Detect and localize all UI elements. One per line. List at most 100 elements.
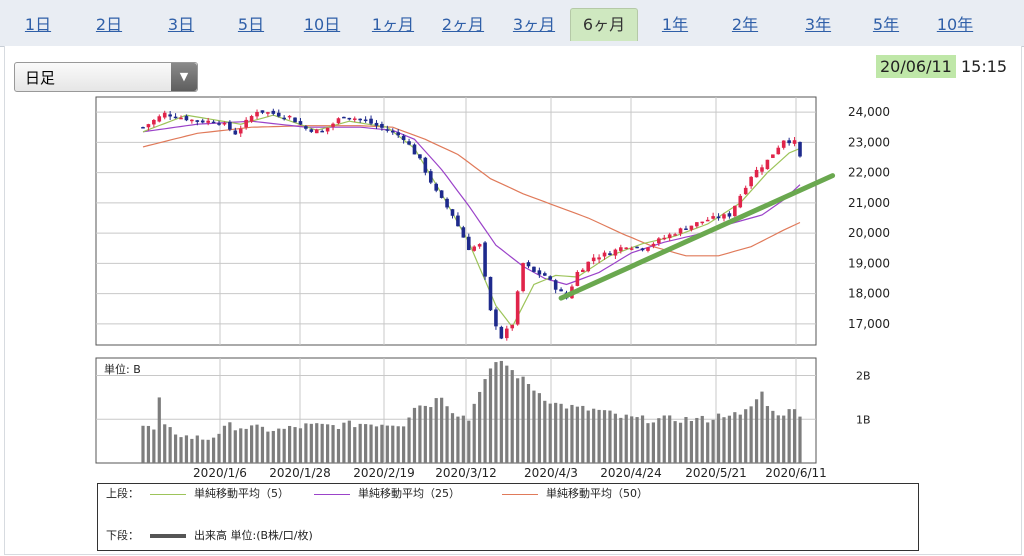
candle-body [157,116,162,122]
candle-body [450,209,455,216]
candle-body [412,144,417,155]
volume-bar [396,426,400,463]
candle-body [439,190,444,198]
candle-body [282,117,286,120]
volume-bar [320,423,324,463]
volume-bar [738,414,742,463]
volume-bar [407,417,411,463]
tab-1[interactable]: 1日 [24,15,52,34]
volume-bar [668,415,672,463]
volume-bar [353,427,357,463]
candle-body [722,214,726,219]
volume-bar [624,414,628,463]
candle-body [407,141,411,145]
candle-body [298,121,303,125]
candle-body [629,248,634,250]
volume-bar [543,400,547,463]
candle-body [798,141,802,157]
volume-bar [516,378,520,463]
candle-body [602,252,607,257]
volume-bar [646,423,650,463]
candle-body [586,261,591,272]
candle-body [152,120,156,125]
volume-bar [548,403,552,463]
candle-body [363,119,368,122]
candle-body [559,289,563,292]
tab-11[interactable]: 2年 [731,15,759,34]
volume-bar [722,417,726,463]
volume-bar [293,427,297,463]
candle-body [749,176,753,187]
volume-unit-title: 単位: B [104,362,141,376]
tab-12[interactable]: 3年 [804,15,832,34]
candle-period-select[interactable]: 日足 ▼ [14,62,198,92]
volume-bar [711,419,715,463]
candle-body [613,249,618,256]
candle-body [385,129,390,131]
volume-bar [222,425,227,463]
tab-10[interactable]: 1年 [661,15,689,34]
candle-body [776,147,781,155]
x-tick-label: 2020/4/3 [524,466,578,480]
candle-body [765,159,770,170]
legend-volume: 出来高 単位:(B株/口/枚) [150,529,313,543]
tab-3[interactable]: 3日 [167,15,195,34]
candle-body [581,269,585,273]
tab-13[interactable]: 5年 [872,15,900,34]
candle-body [222,123,227,125]
candle-body [705,219,710,222]
volume-bar [429,407,433,463]
volume-bar [467,420,471,463]
volume-bar [716,413,721,463]
candle-body [510,324,515,329]
candle-body [314,129,319,134]
volume-bar [526,384,531,463]
volume-bar [554,402,558,463]
candle-period-value: 日足 [25,69,56,87]
price-plot-frame [95,96,817,346]
candle-body [499,326,504,339]
volume-bar [630,416,634,463]
tab-9[interactable]: 6ヶ月 [570,8,638,41]
volume-bar [744,409,748,463]
legend-ma50-swatch [502,493,538,495]
candle-body [689,225,694,230]
tab-6[interactable]: 1ヶ月 [371,15,415,34]
legend-ma5-swatch [150,493,186,495]
candle-body [597,257,601,260]
volume-bar [575,406,579,463]
tab-8[interactable]: 3ヶ月 [512,15,556,34]
chart-legend: 上段： 単純移動平均（5） 単純移動平均（25） 単純移動平均（50） 下段： … [97,483,919,551]
tab-4[interactable]: 5日 [237,15,265,34]
candle-body [200,120,205,123]
legend-volume-swatch [150,534,186,538]
tab-14[interactable]: 10年 [936,15,974,34]
x-tick-label: 2020/6/11 [765,466,827,480]
volume-bar [336,428,341,463]
candle-body [179,117,183,120]
price-y-tick-label: 23,000 [848,135,890,149]
volume-bar [152,429,156,463]
candle-body [483,242,487,277]
volume-bar [771,410,775,463]
tab-2[interactable]: 2日 [95,15,123,34]
volume-y-tick-label: 2B [856,370,871,383]
timestamp-time: 15:15 [960,57,1008,76]
candle-body [217,123,221,125]
candle-body [380,123,384,128]
volume-bar [782,415,786,463]
volume-bar [266,431,270,463]
volume-y-tick-label: 1B [856,413,871,426]
candle-body [673,234,677,236]
chevron-down-icon[interactable]: ▼ [171,63,197,91]
volume-bar [478,391,482,463]
candle-body [347,117,352,120]
tab-7[interactable]: 2ヶ月 [441,15,485,34]
volume-bar [331,425,335,463]
volume-bar [640,415,645,463]
tab-5[interactable]: 10日 [303,15,341,34]
volume-bar [385,425,389,463]
candle-body [733,205,737,217]
volume-bar [179,437,183,463]
volume-bar [695,417,699,463]
